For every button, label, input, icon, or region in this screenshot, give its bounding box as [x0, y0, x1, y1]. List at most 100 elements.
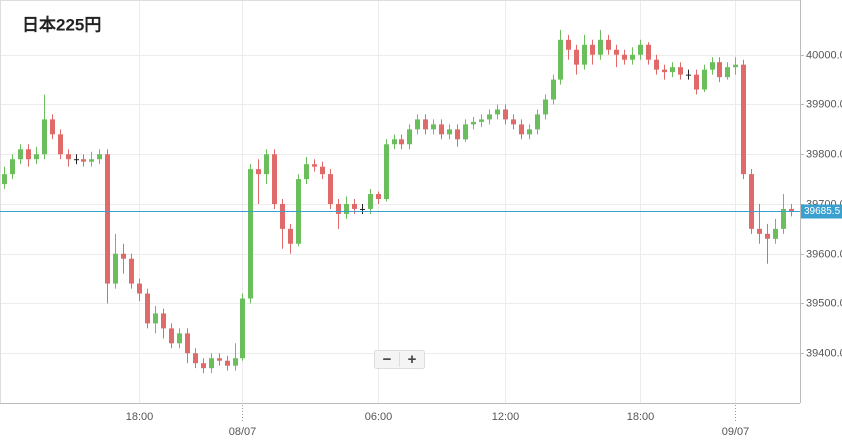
- candle-body: [280, 203, 285, 229]
- candle-body: [733, 64, 738, 68]
- candle-body: [217, 358, 222, 361]
- candle-body: [384, 144, 389, 200]
- candle-body: [312, 164, 317, 167]
- candle-body: [145, 293, 150, 324]
- zoom-out-button[interactable]: −: [383, 351, 392, 368]
- candle-body: [646, 44, 651, 60]
- candle-body: [511, 119, 516, 125]
- candle-body: [177, 333, 182, 344]
- candle-body: [551, 79, 556, 100]
- date-tick-label: 08/07: [229, 426, 257, 438]
- grid: [0, 0, 800, 403]
- y-tick-label: 39900.0: [806, 98, 842, 110]
- candle-body: [240, 298, 245, 359]
- candle-body: [710, 62, 715, 70]
- candle-body: [360, 208, 365, 210]
- candle-body: [105, 154, 110, 284]
- candle-body: [113, 253, 118, 284]
- candle-body: [598, 39, 603, 55]
- y-tick-label: 40000.0: [806, 49, 842, 61]
- candle-body: [256, 169, 261, 175]
- candle-body: [606, 39, 611, 50]
- x-tick-label: 18:00: [126, 411, 154, 423]
- candle-body: [455, 129, 460, 140]
- candle-body: [34, 154, 39, 160]
- candle-body: [781, 208, 786, 229]
- candle-body: [765, 233, 770, 239]
- zoom-in-button[interactable]: +: [408, 351, 417, 368]
- candle-body: [97, 154, 102, 160]
- candle-body: [328, 174, 333, 204]
- candle-body: [129, 258, 134, 284]
- x-tick-label: 12:00: [492, 411, 520, 423]
- candle-body: [694, 74, 699, 90]
- candle-body: [431, 124, 436, 130]
- candle-body: [320, 166, 325, 175]
- candle-body: [392, 139, 397, 145]
- candle-body: [654, 59, 659, 70]
- candle-body: [662, 69, 667, 73]
- candle-body: [399, 139, 404, 145]
- candle-body: [74, 159, 79, 161]
- candle-body: [121, 253, 126, 259]
- candle-body: [272, 154, 277, 204]
- candle-body: [789, 208, 794, 212]
- x-tick-label: 06:00: [365, 411, 393, 423]
- candle-body: [463, 124, 468, 140]
- candle-body: [574, 49, 579, 65]
- candle-body: [89, 159, 94, 162]
- candle-body: [81, 159, 86, 162]
- candle-body: [2, 174, 7, 185]
- candle-body: [527, 129, 532, 135]
- candle-body: [352, 203, 357, 209]
- candle-body: [566, 39, 571, 50]
- candle-body: [590, 44, 595, 55]
- candle-body: [543, 99, 548, 115]
- last-price-label: 39685.5: [804, 206, 841, 217]
- candle-body: [725, 67, 730, 78]
- candle-body: [18, 149, 23, 160]
- y-tick-label: 39600.0: [806, 248, 842, 260]
- date-tick-label: 09/07: [722, 426, 750, 438]
- candle-body: [58, 134, 63, 155]
- candle-body: [209, 358, 214, 369]
- zoom-controls: − +: [374, 350, 425, 369]
- candle-body: [42, 119, 47, 155]
- candle-body: [423, 119, 428, 130]
- candle-body: [193, 353, 198, 364]
- candle-body: [614, 49, 619, 55]
- x-tick-label: 18:00: [627, 411, 655, 423]
- y-tick-label: 39800.0: [806, 148, 842, 160]
- candle-body: [233, 358, 238, 366]
- candle-body: [519, 124, 524, 135]
- chart-title: 日本225円: [22, 14, 101, 34]
- candle-body: [407, 129, 412, 145]
- candle-body: [503, 109, 508, 120]
- candle-body: [686, 74, 691, 76]
- candle-body: [153, 313, 158, 324]
- candle-body: [368, 194, 373, 209]
- candle-body: [26, 149, 31, 160]
- candle-body: [161, 313, 166, 329]
- candle-body: [304, 164, 309, 180]
- candle-body: [535, 114, 540, 130]
- candle-body: [248, 169, 253, 299]
- candle-body: [344, 203, 349, 214]
- candle-body: [582, 44, 587, 65]
- candle-body: [10, 159, 15, 175]
- candle-body: [757, 228, 762, 234]
- y-tick-label: 39400.0: [806, 347, 842, 359]
- last-price-box: [801, 204, 842, 219]
- candle-body: [336, 203, 341, 214]
- candle-body: [773, 228, 778, 239]
- candle-body: [702, 69, 707, 90]
- candle-body: [487, 114, 492, 120]
- candle-body: [137, 283, 142, 294]
- candle-body: [741, 64, 746, 175]
- candle-body: [630, 54, 635, 60]
- candle-body: [638, 44, 643, 55]
- candle-body: [439, 124, 444, 135]
- candle-body: [622, 54, 627, 60]
